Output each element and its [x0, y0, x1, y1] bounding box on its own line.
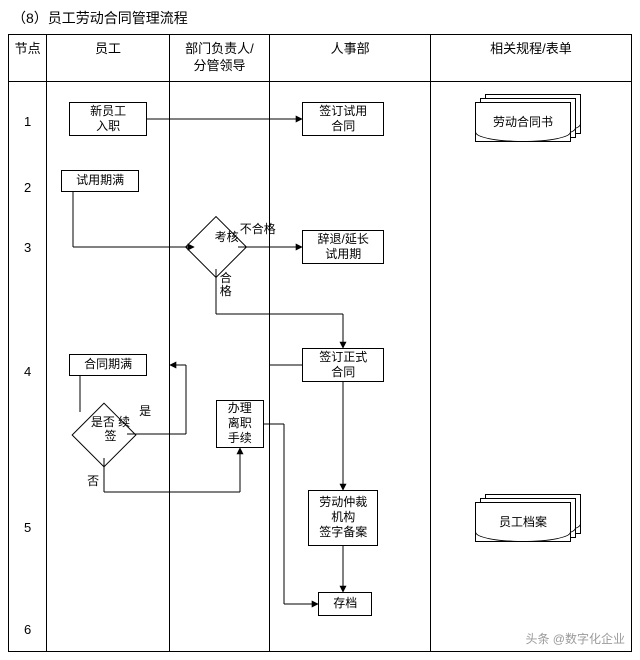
node-contract-end: 合同期满 — [69, 354, 147, 376]
node-arbitration: 劳动仲裁 机构 签字备案 — [308, 490, 378, 546]
lane-node-numbers: 1 2 3 4 5 6 — [9, 81, 47, 651]
node-renew-decision: 是否 续签 — [72, 402, 137, 467]
row-number: 6 — [9, 622, 46, 637]
col-header-employee: 员工 — [47, 35, 170, 82]
edges-manager — [170, 82, 270, 652]
lane-docs: 劳动合同书 员工档案 头条 @数字化企业 — [430, 81, 631, 651]
lane-manager: 考核 不合格 合 格 办理 离职 手续 — [169, 81, 269, 651]
doc-labor-contract-label: 劳动合同书 — [493, 115, 553, 129]
edge-label-renew-no: 否 — [87, 472, 99, 489]
doc-employee-file-label: 员工档案 — [499, 515, 547, 529]
lane-hr: 签订试用 合同 辞退/延长 试用期 签订正式 合同 劳动仲裁 机构 签字备案 存… — [270, 81, 431, 651]
row-number: 1 — [9, 114, 46, 129]
node-resign-process: 办理 离职 手续 — [216, 400, 264, 448]
col-header-node: 节点 — [9, 35, 47, 82]
watermark: 头条 @数字化企业 — [525, 630, 625, 647]
row-number: 5 — [9, 520, 46, 535]
node-sign-formal: 签订正式 合同 — [302, 348, 384, 382]
node-renew-label: 是否 续签 — [88, 416, 134, 444]
edge-label-assess-pass: 合 格 — [220, 272, 232, 298]
edge-label-renew-yes: 是 — [139, 402, 151, 419]
swimlane-table: 节点 员工 部门负责人/ 分管领导 人事部 相关规程/表单 1 2 3 4 5 6 新员工… — [8, 34, 632, 652]
node-dismiss: 辞退/延长 试用期 — [302, 230, 384, 264]
node-sign-trial: 签订试用 合同 — [302, 102, 384, 136]
node-trial-end: 试用期满 — [61, 170, 139, 192]
node-archive: 存档 — [318, 592, 372, 616]
row-number: 4 — [9, 364, 46, 379]
lane-employee: 新员工 入职 试用期满 合同期满 是否 续签 是 否 — [47, 81, 170, 651]
node-new-employee: 新员工 入职 — [69, 102, 147, 136]
row-number: 2 — [9, 180, 46, 195]
col-header-docs: 相关规程/表单 — [430, 35, 631, 82]
node-assess: 考核 — [185, 216, 247, 278]
page-title: （8）员工劳动合同管理流程 — [12, 8, 632, 28]
col-header-hr: 人事部 — [270, 35, 431, 82]
col-header-manager: 部门负责人/ 分管领导 — [169, 35, 269, 82]
row-number: 3 — [9, 240, 46, 255]
